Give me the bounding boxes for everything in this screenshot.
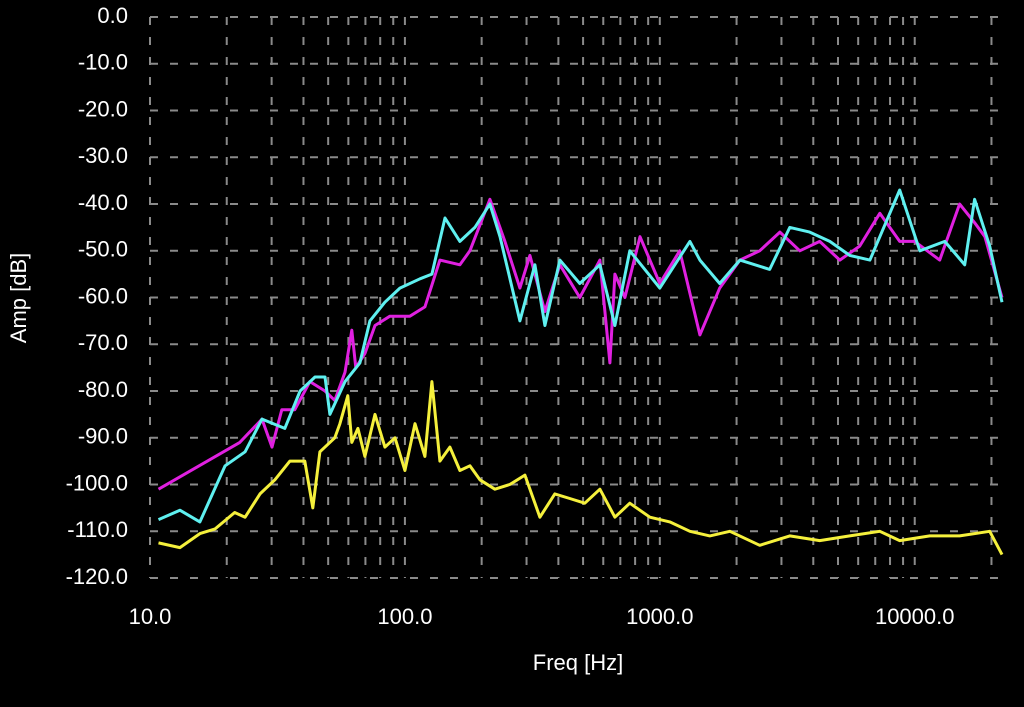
x-tick-label: 10000.0 <box>875 604 955 629</box>
y-tick-label: -100.0 <box>66 470 128 495</box>
series-line <box>158 380 1004 556</box>
y-axis-title: Amp [dB] <box>6 253 31 343</box>
x-tick-label: 10.0 <box>129 604 172 629</box>
y-tick-label: -10.0 <box>78 50 128 75</box>
y-tick-label: -90.0 <box>78 424 128 449</box>
y-tick-label: -30.0 <box>78 143 128 168</box>
y-tick-label: -70.0 <box>78 330 128 355</box>
series-line <box>157 188 1004 524</box>
x-tick-label: 1000.0 <box>626 604 693 629</box>
y-tick-label: -110.0 <box>67 517 128 542</box>
y-tick-label: -60.0 <box>78 283 128 308</box>
y-tick-label: 0.0 <box>97 3 128 28</box>
y-tick-label: -50.0 <box>78 237 128 262</box>
y-tick-label: -20.0 <box>78 96 128 121</box>
x-tick-label: 100.0 <box>377 604 432 629</box>
y-tick-label: -80.0 <box>78 377 128 402</box>
y-tick-label: -40.0 <box>78 190 128 215</box>
y-tick-label: -120.0 <box>66 564 128 589</box>
x-axis-title: Freq [Hz] <box>533 650 623 675</box>
